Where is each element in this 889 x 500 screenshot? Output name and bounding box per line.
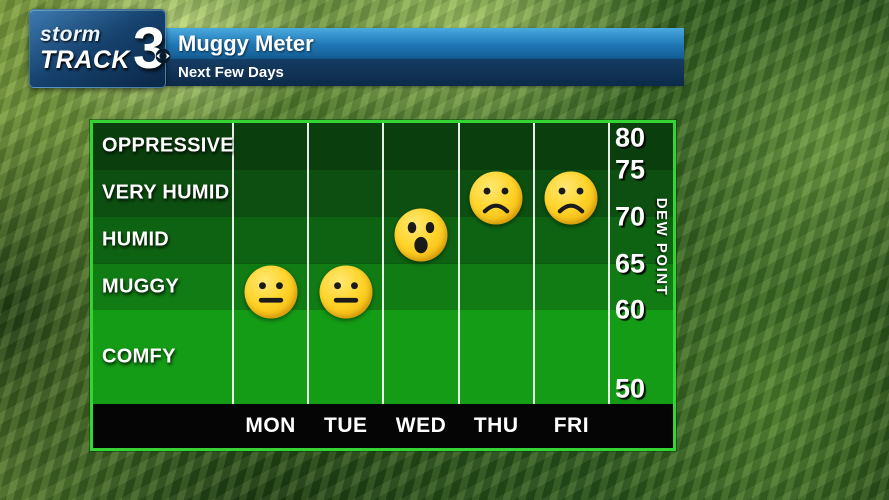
dewpoint-tick: 50 xyxy=(615,373,646,404)
cbs-eye-icon xyxy=(155,17,171,72)
gridline xyxy=(532,123,535,404)
logo-storm-text: storm xyxy=(40,23,101,46)
logo-channel-number: 3 xyxy=(133,19,171,77)
gridline xyxy=(608,123,610,404)
neutral-face-icon xyxy=(333,281,358,303)
logo-wordmark: storm TRACK xyxy=(40,24,130,73)
day-label-wed: WED xyxy=(395,414,447,437)
band-label: COMFY xyxy=(102,345,176,368)
mood-face-thu xyxy=(469,171,523,225)
mood-face-tue xyxy=(319,265,373,319)
gridline xyxy=(232,123,234,404)
frown-face-icon xyxy=(482,187,510,214)
subtitle-bar: Next Few Days xyxy=(162,59,684,86)
storm-track-3-logo: storm TRACK 3 xyxy=(29,9,171,88)
title-bar: Muggy Meter xyxy=(162,28,684,59)
band-label: OPPRESSIVE xyxy=(102,134,234,157)
dewpoint-tick: 70 xyxy=(615,201,646,232)
surprised-face-icon xyxy=(407,222,435,254)
gridline xyxy=(382,123,385,404)
muggy-meter-graphic: DEW POINT 80 75 70 65 60 50 OPPRESSIVE VERY HUM… xyxy=(90,120,676,451)
day-axis: MON TUE WED THU FRI xyxy=(93,404,673,448)
mood-face-mon xyxy=(244,265,298,319)
day-label-tue: TUE xyxy=(324,414,368,437)
gridline xyxy=(307,123,310,404)
dewpoint-tick: 65 xyxy=(615,248,646,278)
page-title: Muggy Meter xyxy=(178,30,314,56)
plot-area: DEW POINT 80 75 70 65 60 50 OPPRESSIVE VERY HUM… xyxy=(93,123,673,404)
dewpoint-tick: 75 xyxy=(615,154,646,185)
page-subtitle: Next Few Days xyxy=(178,64,284,81)
mood-face-wed xyxy=(394,208,448,262)
band-label: MUGGY xyxy=(102,275,180,298)
gridline xyxy=(457,123,460,404)
neutral-face-icon xyxy=(258,281,283,303)
dewpoint-tick: 60 xyxy=(615,294,646,325)
day-label-mon: MON xyxy=(245,414,296,437)
logo-number-text: 3 xyxy=(133,15,166,81)
mood-face-fri xyxy=(544,171,598,225)
logo-track-text: TRACK xyxy=(40,46,130,74)
dew-point-axis-label: DEW POINT xyxy=(653,197,670,296)
day-label-thu: THU xyxy=(473,414,519,437)
dewpoint-tick: 80 xyxy=(615,123,646,153)
day-label-fri: FRI xyxy=(553,414,590,437)
band-label: HUMID xyxy=(102,228,170,251)
band-label: VERY HUMID xyxy=(102,181,230,204)
frown-face-icon xyxy=(558,187,585,214)
